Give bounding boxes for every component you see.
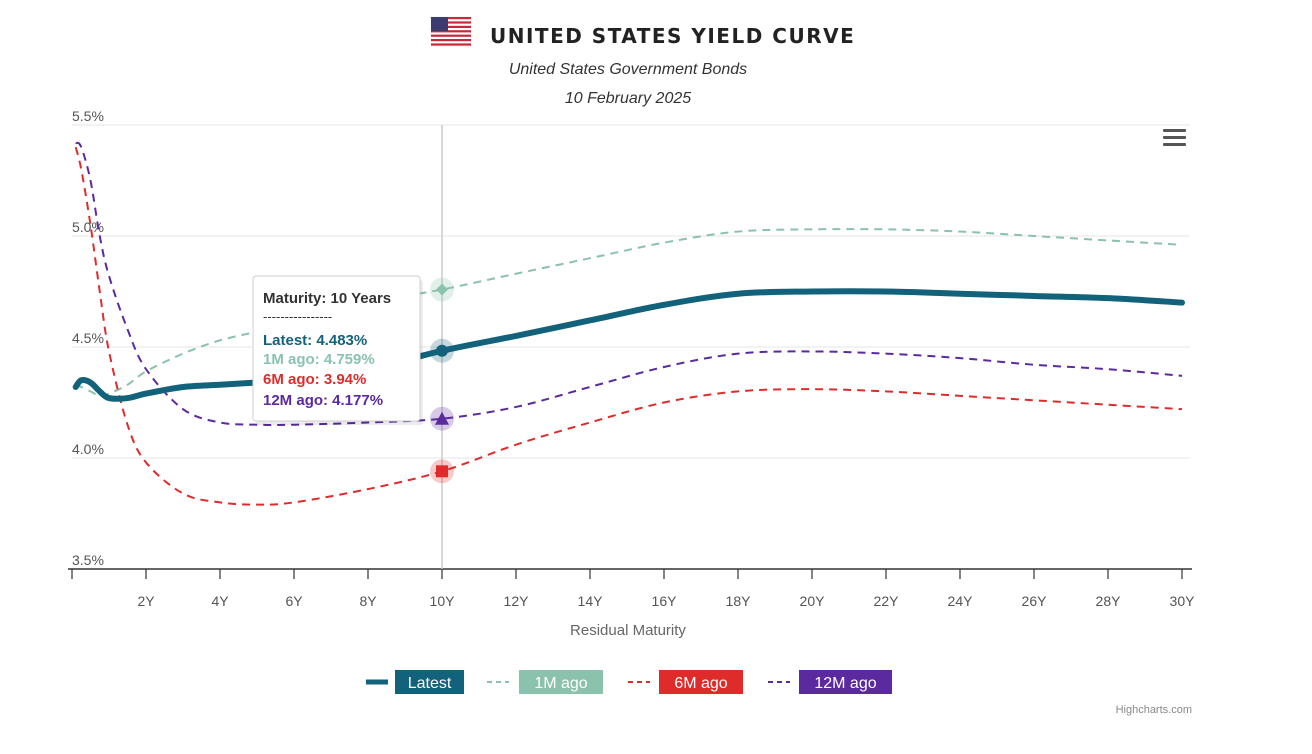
x-tick-label: 4Y [211,593,229,609]
legend-label: Latest [408,675,452,692]
legend-item-12m-ago[interactable]: 12M ago [768,670,892,694]
legend-item-1m-ago[interactable]: 1M ago [487,670,603,694]
legend-label: 12M ago [814,675,876,692]
y-tick-label: 3.5% [72,552,104,568]
chart-date: 10 February 2025 [565,90,691,107]
legend-item-latest[interactable]: Latest [366,670,464,694]
series-line-1m-ago [75,228,1183,397]
x-tick-label: 12Y [504,593,530,609]
x-tick-label: 18Y [726,593,752,609]
chart-subtitle: United States Government Bonds [509,61,747,78]
x-axis-title: Residual Maturity [570,622,686,639]
tooltip-row-latest: Latest: 4.483% [263,332,367,349]
hover-markers [430,277,454,484]
x-tick-label: 2Y [137,593,155,609]
y-tick-label: 4.5% [72,330,104,346]
legend-item-6m-ago[interactable]: 6M ago [628,670,743,694]
series-lines [72,141,1185,506]
hamburger-menu-icon[interactable] [1160,126,1190,150]
y-axis-labels: 3.5% 4.0% 4.5% 5.0% 5.5% [72,108,104,568]
tooltip-row-6m: 6M ago: 3.94% [263,371,366,388]
marker-6m-ago [430,459,454,484]
legend-label: 6M ago [674,675,727,692]
series-line-latest [72,288,1185,402]
marker-1m-ago [430,277,454,302]
y-tick-label: 5.5% [72,108,104,124]
x-tick-label: 20Y [800,593,826,609]
x-tick-label: 16Y [652,593,678,609]
x-tick-label: 24Y [948,593,974,609]
marker-latest [430,338,454,363]
credit-link[interactable]: Highcharts.com [1116,704,1192,716]
x-tick-label: 10Y [430,593,456,609]
x-tick-label: 8Y [359,593,377,609]
x-tick-label: 6Y [285,593,303,609]
x-tick-label: 14Y [578,593,604,609]
x-axis: 2Y 4Y 6Y 8Y 10Y 12Y 14Y 16Y 18Y 20Y 22Y 24Y 26Y 28Y 30… [68,568,1196,609]
chart-title: UNITED STATES YIELD CURVE [490,24,855,48]
series-line-6m-ago [74,146,1183,506]
tooltip-row-1m: 1M ago: 4.759% [263,351,375,368]
tooltip-heading: Maturity: 10 Years [263,290,391,307]
legend: Latest 1M ago 6M ago 12M ago [366,670,892,694]
x-tick-label: 22Y [874,593,900,609]
y-tick-label: 5.0% [72,219,104,235]
us-flag-icon [430,16,472,47]
legend-label: 1M ago [534,675,587,692]
x-tick-label: 30Y [1170,593,1196,609]
x-tick-label: 26Y [1022,593,1048,609]
legend-label-bg [799,670,892,694]
marker-12m-ago [430,406,454,431]
y-tick-label: 4.0% [72,441,104,457]
grid-lines [72,124,1190,459]
x-tick-label: 28Y [1096,593,1122,609]
tooltip: Maturity: 10 Years ---------------- Late… [252,275,423,425]
tooltip-row-12m: 12M ago: 4.177% [263,392,383,409]
legend-label-bg [395,670,464,694]
tooltip-separator: ---------------- [263,309,332,324]
legend-label-bg [519,670,603,694]
legend-label-bg [659,670,743,694]
